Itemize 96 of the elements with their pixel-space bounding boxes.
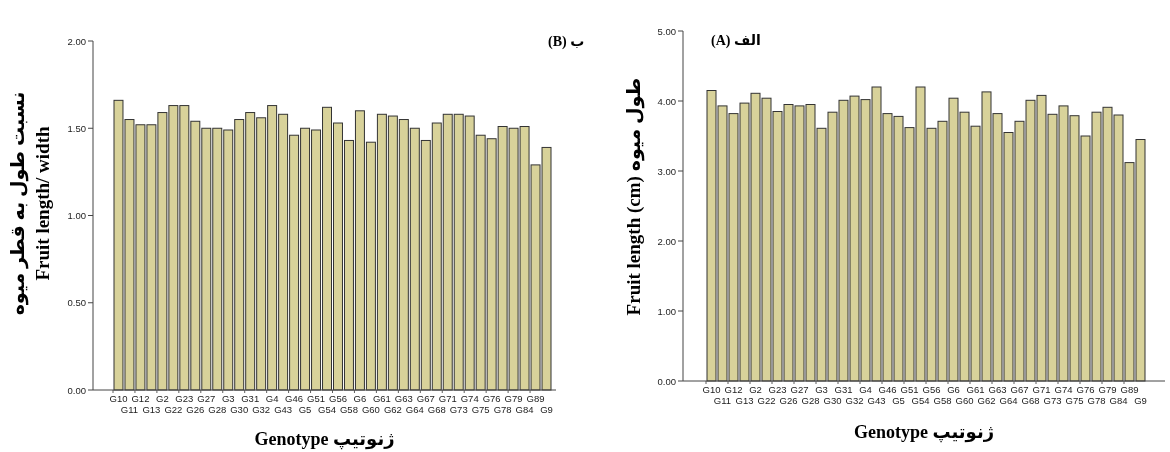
- x-tick-label: G2: [156, 393, 169, 404]
- x-tick-label: G3: [221, 393, 235, 404]
- x-tick-label: G74: [1054, 384, 1073, 395]
- x-tick-label: G23: [768, 384, 787, 395]
- x-tick-label: G84: [1109, 395, 1128, 406]
- x-tick-label: G71: [1032, 384, 1051, 395]
- x-tick-label: G54: [318, 404, 336, 415]
- x-tick-label: G75: [471, 404, 490, 415]
- x-tick-label: G30: [823, 395, 842, 406]
- x-tick-label: G27: [790, 384, 809, 395]
- x-tick-label: G60: [955, 395, 974, 406]
- x-tick-label: G11: [713, 395, 732, 406]
- x-tick-label: G61: [372, 393, 391, 404]
- y-tick-label: 0.00: [67, 384, 86, 396]
- x-tick-label: G32: [252, 404, 271, 415]
- x-tick-label: G43: [274, 404, 293, 415]
- x-tick-label: G60: [361, 404, 380, 415]
- chart-title: الف (A): [711, 33, 761, 49]
- x-tick-label: G78: [1087, 395, 1106, 406]
- x-tick-label: G12: [131, 393, 150, 404]
- x-tick-label: G67: [1010, 384, 1029, 395]
- x-tick-label: G32: [845, 395, 864, 406]
- x-tick-label: G79: [1098, 384, 1117, 395]
- x-tick-label: G43: [867, 395, 886, 406]
- x-tick-label: G31: [241, 393, 260, 404]
- x-tick-label: G30: [230, 404, 249, 415]
- x-tick-label: G9: [540, 404, 553, 415]
- x-tick-label: G56: [922, 384, 941, 395]
- x-tick-label: G68: [1021, 395, 1040, 406]
- x-tick-label: G46: [878, 384, 897, 395]
- x-tick-label: G67: [416, 393, 435, 404]
- x-tick-label: G76: [1076, 384, 1095, 395]
- y-tick-label: 4.00: [657, 95, 676, 107]
- x-tick-label: G27: [197, 393, 216, 404]
- x-tick-label: G73: [1043, 395, 1062, 406]
- x-tick-label: G10: [702, 384, 721, 395]
- y-tick-label: 3.00: [657, 165, 676, 177]
- x-tick-label: G13: [142, 404, 161, 415]
- x-tick-label: G31: [834, 384, 853, 395]
- x-axis-title: Genotype ژنوتیپ: [853, 422, 995, 443]
- x-tick-label: G28: [208, 404, 227, 415]
- y-axis-title: Fruit length (cm) طول میوه: [623, 77, 645, 316]
- x-tick-label: G22: [164, 404, 183, 415]
- x-tick-label: G62: [977, 395, 996, 406]
- x-axis-title: Genotype ژنوتیپ: [254, 429, 395, 450]
- x-tick-label: G10: [109, 393, 128, 404]
- x-tick-label: G28: [801, 395, 820, 406]
- x-tick-label: G13: [735, 395, 754, 406]
- x-tick-label: G51: [307, 393, 326, 404]
- x-tick-label: G51: [900, 384, 919, 395]
- x-tick-label: G61: [966, 384, 985, 395]
- x-tick-label: G46: [285, 393, 304, 404]
- x-tick-label: G89: [526, 393, 545, 404]
- x-tick-label: G89: [1120, 384, 1139, 395]
- y-tick-label: 2.00: [657, 235, 676, 247]
- x-tick-label: G76: [482, 393, 501, 404]
- x-tick-label: G71: [438, 393, 457, 404]
- x-tick-label: G6: [947, 384, 960, 395]
- x-tick-label: G78: [493, 404, 512, 415]
- y-tick-label: 1.00: [67, 210, 86, 221]
- x-tick-label: G4: [265, 393, 279, 404]
- x-tick-label: G2: [749, 384, 762, 395]
- x-tick-label: G54: [911, 395, 930, 406]
- chart-title: ب (B): [548, 34, 585, 50]
- y-tick-label: 1.50: [67, 122, 86, 134]
- x-tick-label: G5: [892, 395, 905, 406]
- x-tick-label: G23: [175, 393, 194, 404]
- x-tick-label: G63: [988, 384, 1007, 395]
- x-tick-label: G58: [339, 404, 358, 415]
- x-tick-label: G11: [120, 404, 139, 415]
- x-tick-label: G4: [859, 384, 872, 395]
- x-tick-label: G5: [298, 404, 312, 415]
- x-tick-label: G75: [1065, 395, 1084, 406]
- x-tick-label: G6: [353, 393, 367, 404]
- x-tick-label: G22: [757, 395, 776, 406]
- y-tick-label: 5.00: [657, 25, 676, 37]
- x-tick-label: G12: [724, 384, 743, 395]
- x-tick-label: G62: [383, 404, 402, 415]
- y-tick-label: 2.00: [67, 35, 86, 47]
- x-tick-label: G79: [504, 393, 523, 404]
- x-tick-label: G68: [427, 404, 446, 415]
- x-tick-label: G26: [186, 404, 205, 415]
- x-tick-label: G56: [329, 393, 347, 404]
- x-tick-label: G3: [815, 384, 828, 395]
- x-tick-label: G74: [460, 393, 479, 404]
- x-tick-label: G73: [449, 404, 468, 415]
- x-tick-label: G64: [405, 404, 424, 415]
- y-tick-label: 0.00: [657, 375, 676, 387]
- y-tick-label: 1.00: [657, 305, 676, 317]
- x-tick-label: G63: [394, 393, 413, 404]
- y-tick-label: 0.50: [67, 297, 86, 309]
- x-tick-label: G26: [779, 395, 798, 406]
- x-tick-label: G64: [999, 395, 1018, 406]
- x-tick-label: G58: [933, 395, 952, 406]
- x-tick-label: G9: [1134, 395, 1147, 406]
- x-tick-label: G84: [515, 404, 534, 415]
